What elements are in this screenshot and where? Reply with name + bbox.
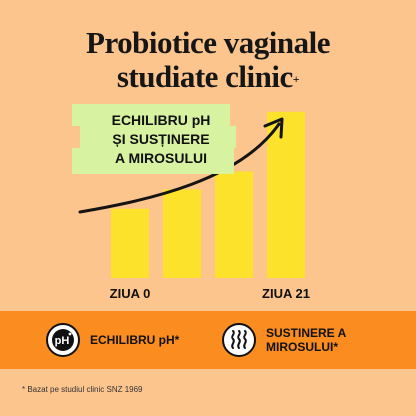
- growth-label-bg-2: [80, 126, 236, 148]
- bar-4: [267, 111, 305, 278]
- growth-label-line-3: A MIROSULUI: [114, 150, 208, 166]
- growth-label-line-2: ȘI SUSȚINERE: [112, 131, 210, 147]
- title-line-2-text: studiate clinic: [116, 59, 293, 94]
- page-title: Probiotice vaginale studiate clinic+: [0, 26, 416, 94]
- growth-label-bg-1: [72, 104, 230, 126]
- feature-odor: SUSTINERE A MIROSULUI*: [222, 323, 346, 357]
- title-line-1: Probiotice vaginale: [86, 25, 330, 60]
- bar-3: [215, 171, 253, 278]
- feature-odor-line-1: SUSTINERE A: [266, 326, 347, 340]
- title-superscript: +: [292, 72, 300, 86]
- growth-label: ECHILIBRU pH ȘI SUSȚINERE A MIROSULUI: [72, 104, 236, 174]
- trend-arrow: [78, 122, 281, 214]
- feature-ph: pH ECHILIBRU pH*: [46, 323, 179, 357]
- ph-badge-icon: pH: [46, 323, 80, 357]
- ph-badge-text: pH: [55, 335, 70, 347]
- feature-odor-line-2: MIROSULUI*: [266, 340, 338, 354]
- feature-ph-line-1: ECHILIBRU pH*: [90, 333, 180, 347]
- growth-label-text: ECHILIBRU pH ȘI SUSȚINERE A MIROSULUI: [86, 111, 236, 168]
- bar-1: [111, 208, 149, 278]
- growth-label-line-1: ECHILIBRU pH: [111, 112, 211, 128]
- feature-odor-label: SUSTINERE A MIROSULUI*: [266, 326, 346, 354]
- trend-arrow-head: [263, 117, 284, 139]
- odor-waves-icon: [222, 323, 256, 357]
- tick-label-4: ZIUA 21: [262, 286, 310, 301]
- tick-label-1: ZIUA 0: [110, 286, 151, 301]
- growth-label-bg-3: [72, 148, 234, 174]
- features-band: pH ECHILIBRU pH* SUSTINERE A MIROSULUI*: [0, 311, 416, 369]
- growth-bar-chart: ZIUA 0 ZIUA 21: [78, 111, 310, 301]
- title-line-2: studiate clinic+: [0, 60, 416, 94]
- feature-ph-label: ECHILIBRU pH*: [90, 333, 179, 347]
- bar-2: [163, 189, 201, 278]
- footnote: * Bazat pe studiul clinic SNZ 1969: [22, 385, 143, 394]
